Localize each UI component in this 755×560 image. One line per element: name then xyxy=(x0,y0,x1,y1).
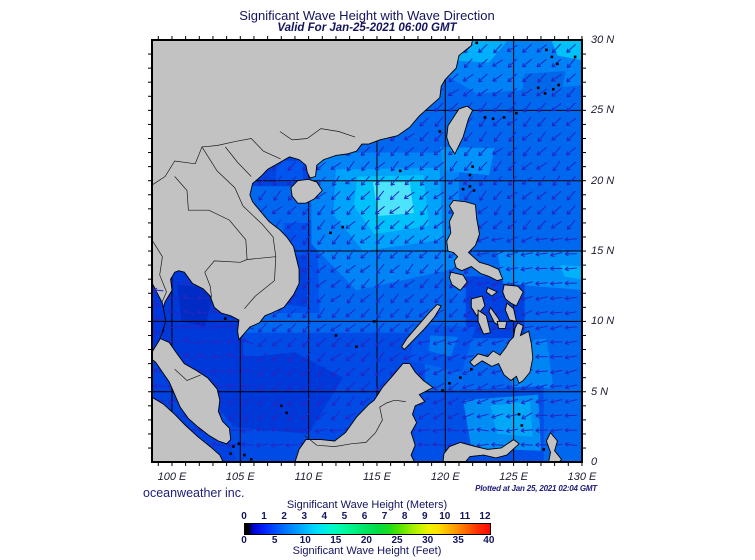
lat-label: 5 N xyxy=(591,385,609,398)
lat-label: 10 N xyxy=(591,315,615,328)
legend-feet-scale: 0 5 10 15 20 25 30 35 40 xyxy=(241,535,494,546)
meters-tick-label: 8 xyxy=(401,511,408,522)
lon-label: 130 E xyxy=(567,471,597,483)
valid-time-subtitle: Valid For Jan-25-2021 06:00 GMT xyxy=(277,22,457,34)
lon-label: 115 E xyxy=(362,471,391,483)
lat-label: 0 xyxy=(591,456,598,469)
meters-tick-label: 11 xyxy=(459,511,471,522)
feet-tick-label: 5 xyxy=(271,535,278,546)
meters-tick-label: 6 xyxy=(361,511,368,522)
feet-tick-label: 0 xyxy=(241,535,247,546)
degree-ticks xyxy=(148,36,586,466)
feet-tick-label: 30 xyxy=(422,535,434,546)
legend-feet-title: Significant Wave Height (Feet) xyxy=(292,545,442,557)
oceanweather-credit: oceanweather inc. xyxy=(143,486,245,500)
lat-label: 15 N xyxy=(591,245,615,258)
map-layers xyxy=(152,40,582,462)
legend-meters-scale: 0 1 2 3 4 5 6 7 8 9 10 11 12 xyxy=(241,511,491,522)
lat-label: 25 N xyxy=(591,104,615,117)
land xyxy=(152,40,577,462)
lon-label: 105 E xyxy=(225,471,255,483)
lat-label: 20 N xyxy=(591,174,615,187)
meters-tick-label: 9 xyxy=(421,511,428,522)
lon-label: 110 E xyxy=(294,471,323,483)
meters-tick-label: 1 xyxy=(261,511,267,522)
country-borders xyxy=(152,128,406,447)
feet-tick-label: 40 xyxy=(483,535,495,546)
feet-tick-label: 25 xyxy=(391,535,403,546)
plotted-timestamp: Plotted at Jan 25, 2021 02:04 GMT xyxy=(475,484,597,493)
meters-tick-label: 5 xyxy=(341,511,348,522)
page-title: Significant Wave Height with Wave Direct… xyxy=(239,8,495,23)
meters-tick-label: 0 xyxy=(241,511,247,522)
wave-height-colorbar xyxy=(244,523,491,535)
meters-tick-label: 2 xyxy=(281,511,287,522)
lat-label: 30 N xyxy=(591,34,615,46)
feet-tick-label: 35 xyxy=(452,535,464,546)
meters-tick-label: 4 xyxy=(321,511,328,522)
meters-tick-label: 12 xyxy=(479,511,491,522)
andaman-sea-overlay xyxy=(152,281,167,353)
feet-tick-label: 10 xyxy=(299,535,311,546)
meters-tick-label: 3 xyxy=(301,511,308,522)
feet-tick-label: 20 xyxy=(360,535,372,546)
meters-tick-label: 7 xyxy=(381,511,388,522)
wave-height-map xyxy=(148,36,586,466)
legend-meters-title: Significant Wave Height (Meters) xyxy=(286,499,448,511)
lon-label: 100 E xyxy=(157,471,187,483)
feet-tick-label: 15 xyxy=(330,535,342,546)
lon-label: 120 E xyxy=(430,471,460,483)
lon-label: 125 E xyxy=(499,471,528,483)
meters-tick-label: 10 xyxy=(439,511,451,522)
